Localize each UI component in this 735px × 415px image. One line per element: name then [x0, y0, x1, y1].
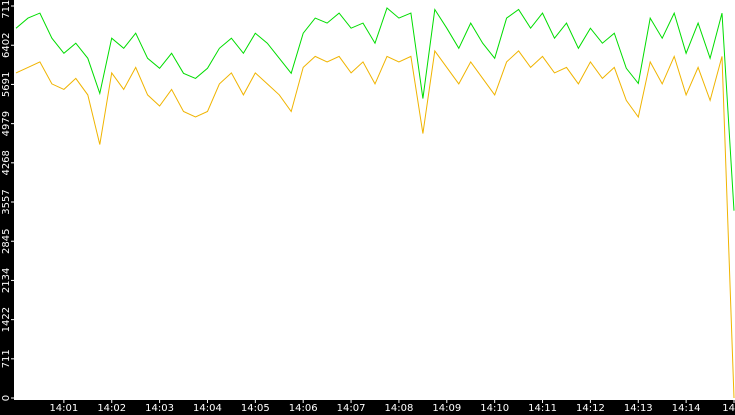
y-tick-label: 1422 — [1, 307, 12, 332]
y-tick-label: 4268 — [1, 150, 12, 175]
y-tick-label: 3557 — [1, 189, 12, 214]
x-tick-label: 14:13 — [624, 403, 653, 414]
series-line — [15, 49, 735, 399]
y-tick-label: 711 — [1, 349, 12, 368]
y-tick-label: 7114 — [1, 0, 12, 19]
y-tick-label: 2134 — [1, 268, 12, 293]
x-tick-label: 14:08 — [385, 403, 414, 414]
x-tick-label: 14:05 — [241, 403, 270, 414]
series-line — [15, 7, 735, 211]
x-tick-label: 14:01 — [49, 403, 78, 414]
y-axis-strip — [0, 0, 14, 415]
x-tick-label: 14:06 — [289, 403, 318, 414]
x-tick-label: 14 — [722, 403, 735, 414]
y-tick-label: 5691 — [1, 72, 12, 97]
x-tick-label: 14:12 — [576, 403, 605, 414]
x-tick-label: 14:02 — [97, 403, 126, 414]
y-tick-label: 2845 — [1, 229, 12, 254]
x-tick-label: 14:10 — [480, 403, 509, 414]
y-tick-label: 4979 — [1, 111, 12, 136]
x-tick-label: 14:14 — [672, 403, 701, 414]
y-tick-label: 0 — [1, 395, 12, 401]
y-tick-label: 6402 — [1, 33, 12, 58]
x-tick-label: 14:11 — [528, 403, 557, 414]
x-axis-strip — [0, 400, 735, 415]
x-tick-label: 14:03 — [145, 403, 174, 414]
x-tick-label: 14:09 — [432, 403, 461, 414]
x-tick-label: 14:07 — [337, 403, 366, 414]
x-tick-label: 14:04 — [193, 403, 222, 414]
